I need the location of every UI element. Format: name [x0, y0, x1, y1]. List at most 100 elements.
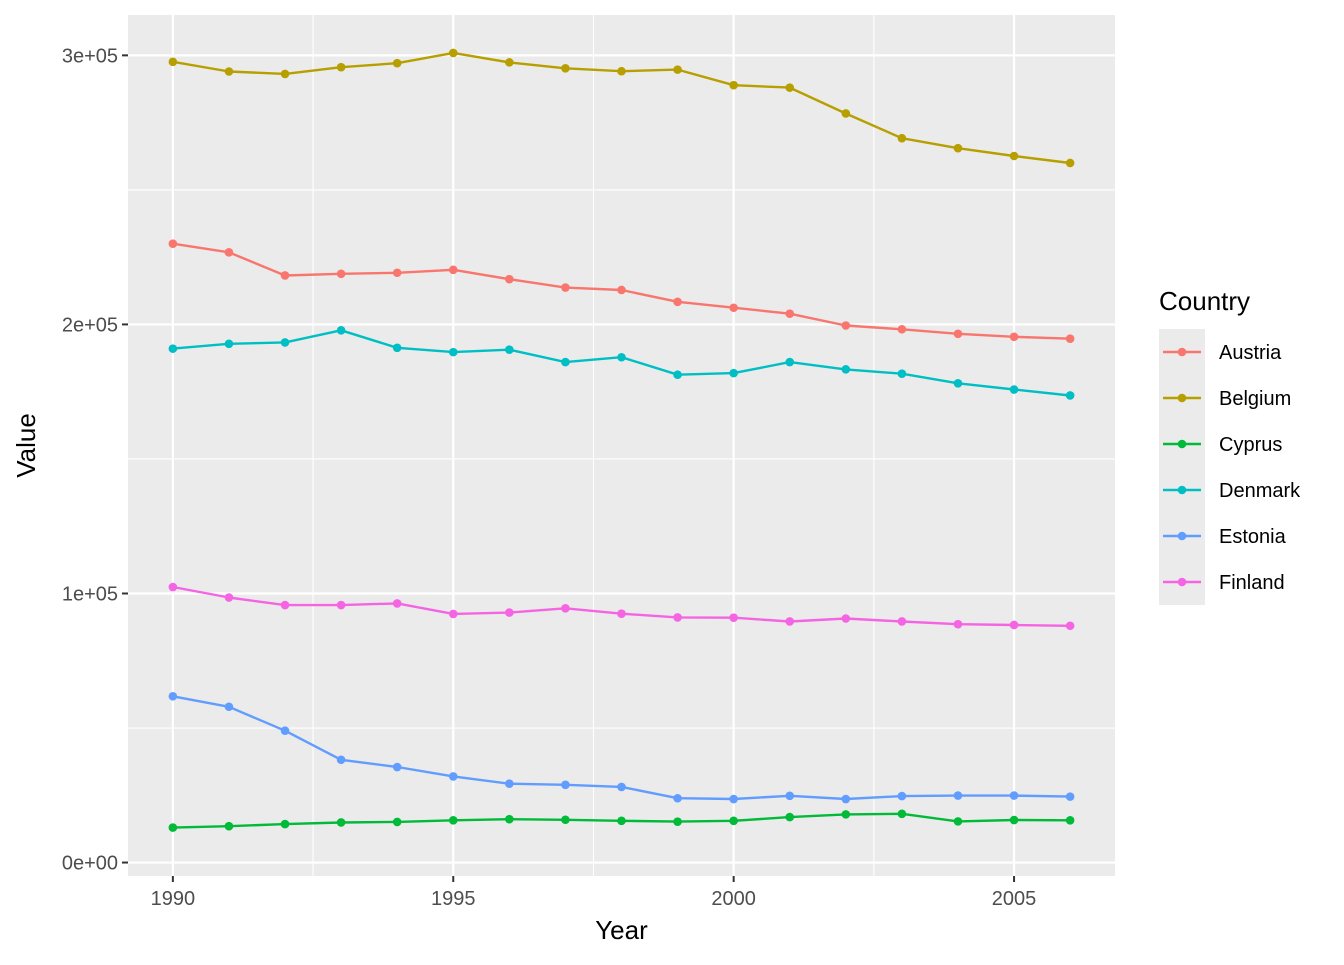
data-point [392, 599, 402, 608]
legend-item-austria: Austria [1159, 329, 1282, 375]
minor-gridlines [128, 15, 1115, 876]
data-point [1065, 391, 1075, 400]
y-tick-label: 2e+05 [62, 314, 118, 336]
data-point [729, 368, 738, 378]
series-austria [168, 239, 1075, 343]
y-tick-label: 0e+00 [62, 853, 118, 875]
legend-label: Belgium [1219, 388, 1291, 410]
data-point [448, 816, 458, 825]
legend-key-point [1177, 439, 1187, 449]
legend-item-belgium: Belgium [1159, 375, 1291, 421]
data-point [785, 309, 795, 318]
data-point [1065, 334, 1075, 343]
data-point [617, 609, 626, 618]
data-point [729, 794, 738, 804]
data-point [897, 617, 907, 626]
data-point [1065, 158, 1075, 168]
data-point [561, 603, 570, 613]
data-point [617, 352, 626, 362]
data-point [392, 268, 402, 278]
data-point [448, 772, 458, 781]
data-point [224, 67, 234, 76]
data-point [617, 285, 626, 295]
data-point [673, 297, 682, 307]
data-point [224, 821, 234, 831]
legend-label: Cyprus [1219, 434, 1282, 456]
data-point [505, 779, 514, 789]
series-belgium [168, 48, 1075, 168]
data-point [168, 691, 178, 701]
data-point [841, 109, 851, 118]
series-layer [168, 48, 1075, 832]
data-point [448, 48, 458, 58]
data-point [841, 794, 851, 804]
data-point [505, 274, 514, 284]
x-tick-label: 2005 [992, 888, 1037, 910]
data-point [785, 812, 795, 822]
series-denmark [168, 326, 1075, 400]
legend-items: Austria Belgium Cyprus Denmark Estonia Finlan… [1159, 329, 1301, 605]
data-point [392, 762, 402, 772]
data-point [729, 80, 738, 90]
y-axis-title: Value [11, 413, 41, 478]
data-point [953, 619, 963, 629]
data-point [505, 608, 514, 617]
legend-key-point [1177, 347, 1187, 357]
data-point [841, 365, 851, 374]
legend-key-point [1177, 531, 1187, 541]
data-point [729, 613, 738, 622]
data-point [617, 66, 626, 76]
data-point [1009, 332, 1019, 342]
data-point [785, 617, 795, 626]
data-point [785, 791, 795, 801]
data-point [392, 817, 402, 827]
data-point [168, 239, 178, 249]
data-point [673, 370, 682, 380]
series-finland [168, 582, 1075, 631]
data-point [897, 369, 907, 378]
data-point [168, 344, 178, 353]
legend-item-estonia: Estonia [1159, 513, 1287, 559]
data-point [448, 347, 458, 357]
data-point [224, 593, 234, 602]
data-point [392, 343, 402, 353]
data-point [336, 62, 346, 72]
legend-label: Finland [1219, 572, 1285, 594]
legend-item-denmark: Denmark [1159, 467, 1301, 513]
data-point [953, 791, 963, 800]
data-point [953, 143, 963, 153]
x-tick-label: 1990 [151, 888, 196, 910]
legend-title: Country [1159, 286, 1250, 316]
legend-key-point [1177, 485, 1187, 495]
data-point [505, 345, 514, 355]
data-point [280, 600, 290, 610]
data-point [448, 609, 458, 619]
data-point [1009, 151, 1019, 161]
plot-panel [128, 15, 1115, 876]
data-point [505, 58, 514, 67]
data-point [168, 582, 178, 592]
data-point [673, 65, 682, 74]
data-point [224, 248, 234, 257]
data-point [448, 265, 458, 275]
data-point [953, 329, 963, 339]
x-tick-label: 1995 [431, 888, 476, 910]
data-point [168, 823, 178, 832]
legend-item-cyprus: Cyprus [1159, 421, 1282, 467]
data-point [729, 303, 738, 313]
legend-key-point [1177, 577, 1187, 587]
data-point [561, 780, 570, 790]
data-point [280, 271, 290, 280]
data-point [561, 63, 570, 73]
data-point [392, 58, 402, 68]
data-point [841, 810, 851, 819]
y-axis: 0e+00 1e+05 2e+05 3e+05 [62, 45, 128, 875]
legend-label: Austria [1219, 342, 1282, 364]
y-tick-label: 1e+05 [62, 583, 118, 605]
data-point [1009, 620, 1019, 630]
data-point [336, 818, 346, 827]
data-point [673, 613, 682, 622]
series-cyprus [168, 809, 1075, 832]
data-point [785, 83, 795, 92]
